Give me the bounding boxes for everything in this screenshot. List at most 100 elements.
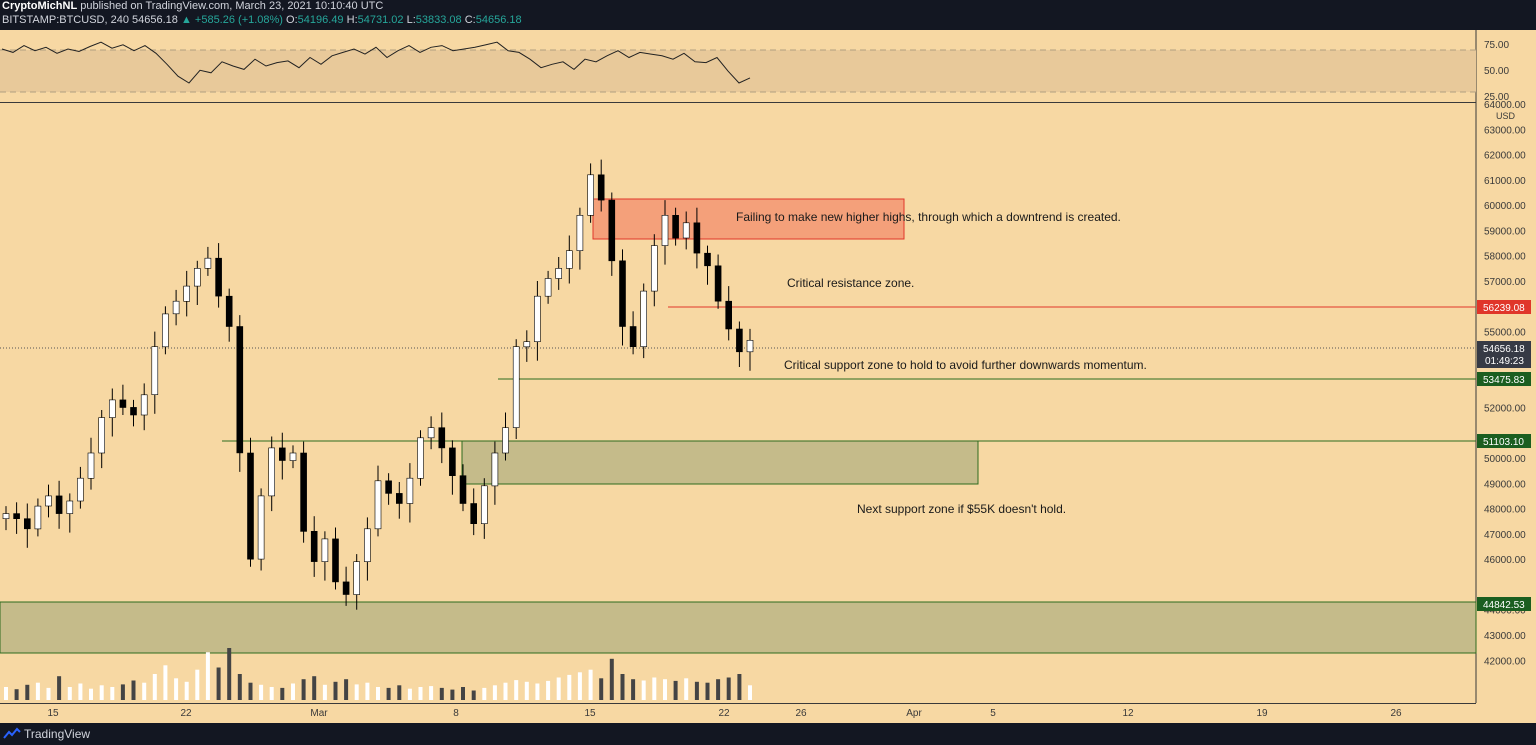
volume-bar [492,685,497,700]
rsi-pane: 75.00 50.00 25.00 [0,40,1509,103]
candle [247,437,254,567]
candle [77,466,84,509]
candle [544,270,552,304]
price-tick: 43000.00 [1484,631,1526,642]
volume-bar [237,674,242,700]
candle [140,383,148,431]
price-label-53475: 53475.83 [1483,375,1525,386]
lower-support-zone[interactable] [0,601,1477,654]
volume-bar [131,680,136,700]
time-tick-22-feb: 22 [180,708,192,719]
volume-bar [418,687,423,700]
author-name[interactable]: CryptoMichNL [2,0,78,12]
volume-bar [354,684,359,700]
price-tick: 47000.00 [1484,530,1526,541]
volume-bar [726,677,731,700]
time-axis[interactable]: 15 22 Mar 8 15 22 26 Apr 5 12 19 26 [47,708,1402,719]
candle [289,445,297,469]
volume-bar [737,674,742,700]
volume-bar [514,680,519,700]
tradingview-logo-icon[interactable] [3,727,21,741]
volume-bar [248,682,253,700]
price-label-54656: 54656.18 [1483,344,1525,355]
volume-bar [567,674,572,700]
candle [310,516,318,577]
candle [587,163,594,223]
volume-bar [609,658,614,700]
chart-svg[interactable]: 75.00 50.00 25.00 Failing to make new hi… [0,30,1536,723]
volume-bar [344,679,349,700]
price-tick: 63000.00 [1484,125,1526,136]
volume-bar [546,680,551,700]
candle [87,437,95,490]
volume-bar [450,689,455,700]
price-label-support-1: 53475.83 [1477,372,1531,386]
resistance-zone[interactable] [592,198,905,240]
price-tick: 64000.00 [1484,100,1526,111]
price-label-support-2: 51103.10 [1477,434,1531,448]
symbol-label[interactable]: BITSTAMP:BTCUSD, 240 [2,14,129,26]
price-label-51103: 51103.10 [1483,437,1524,448]
candle [342,566,350,606]
time-tick-apr: Apr [906,708,922,719]
volume-bar [57,676,62,700]
volume-bar [503,682,508,700]
candle [597,159,605,212]
time-tick-mar: Mar [310,708,328,719]
high-label: H: [346,14,358,26]
volume-bar [99,685,104,700]
low-value: 53833.08 [415,14,462,26]
rsi-band [0,50,1476,92]
volume-bar [535,683,540,700]
candle [98,410,105,469]
time-tick-26-apr: 26 [1390,708,1402,719]
candle [66,493,74,533]
candle [2,506,10,531]
price-tick: 62000.00 [1484,151,1526,162]
candle [470,488,478,536]
price-tick: 60000.00 [1484,201,1526,212]
open-label: O: [286,14,298,26]
candle [225,288,233,342]
volume-bar [312,676,317,700]
volume-bar [301,679,306,700]
next-support-zone[interactable] [461,440,979,485]
candle [194,260,201,305]
volume-bar [407,688,412,700]
candle [449,440,456,495]
volume-bar [386,687,391,700]
volume-bar [439,687,444,700]
volume-bar [110,687,115,700]
publish-info: published on TradingView.com, March 23, … [80,0,384,12]
price-label-support-3: 44842.53 [1477,597,1531,611]
volume-bar [631,679,636,700]
price-tick: 48000.00 [1484,505,1526,516]
chart-header: CryptoMichNL published on TradingView.co… [0,0,1536,30]
candle [491,441,499,505]
volume-bar [599,678,604,700]
volume-bar [365,682,370,700]
candle [736,321,743,367]
candle [172,289,180,326]
annotation-resistance: Critical resistance zone. [787,276,914,290]
volume-bar [269,687,274,700]
candle [565,235,573,284]
candle [438,412,446,464]
footer-brand[interactable]: TradingView [24,727,91,741]
volume-bar [588,669,593,700]
time-tick-26-mar: 26 [795,708,807,719]
candle [183,270,190,317]
volume-bar [259,684,264,700]
volume-bar [684,678,689,700]
time-tick-12-apr: 12 [1122,708,1134,719]
volume-bar [429,686,434,700]
price-axis-unit: USD [1496,111,1516,121]
time-tick-15-mar: 15 [584,708,596,719]
price-tick: 42000.00 [1484,656,1526,667]
price-label-56239: 56239.08 [1483,303,1525,314]
candle [427,416,435,450]
price-tick: 59000.00 [1484,226,1526,237]
chart-area[interactable]: 75.00 50.00 25.00 Failing to make new hi… [0,30,1536,723]
volume-bar [524,681,529,700]
volume-bar [195,669,200,700]
